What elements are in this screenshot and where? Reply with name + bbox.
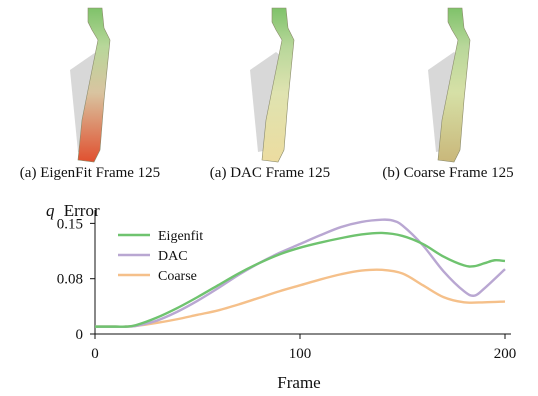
x-tick-label: 200 (494, 346, 517, 362)
x-tick-label: 100 (289, 346, 312, 362)
y-axis-label-text: Error (64, 201, 100, 220)
caption-coarse: (b) Coarse Frame 125 (382, 165, 514, 181)
y-tick-label: 0.15 (57, 216, 83, 232)
bar-render-coarse (428, 7, 471, 163)
panel-dac: (a) DAC Frame 125 (180, 0, 360, 196)
panel-coarse: (b) Coarse Frame 125 (358, 0, 538, 196)
caption-eigenfit: (a) EigenFit Frame 125 (19, 165, 161, 181)
y-tick-label: 0 (76, 327, 84, 343)
bar-render-eigenfit (70, 7, 111, 163)
x-axis-label: Frame (277, 373, 320, 392)
legend-label-eigenfit: Eigenfit (158, 229, 203, 244)
y-axis-label: q Error (46, 201, 100, 220)
legend-label-coarse: Coarse (158, 269, 197, 284)
x-tick-label: 0 (91, 346, 99, 362)
y-axis-label-var: q (46, 201, 55, 220)
bar-render-dac (250, 7, 295, 163)
series-line-eigenfit (95, 231, 506, 328)
y-tick-label: 0.08 (57, 272, 83, 288)
error-line-chart: 0 0.08 0.15 0 100 200 Eigenfit DAC Coarse q Erro… (46, 201, 517, 392)
panel-eigenfit: (a) EigenFit Frame 125 (0, 0, 180, 196)
series-line-dac (95, 218, 506, 328)
caption-dac: (a) DAC Frame 125 (209, 165, 331, 181)
legend-label-dac: DAC (158, 249, 188, 264)
